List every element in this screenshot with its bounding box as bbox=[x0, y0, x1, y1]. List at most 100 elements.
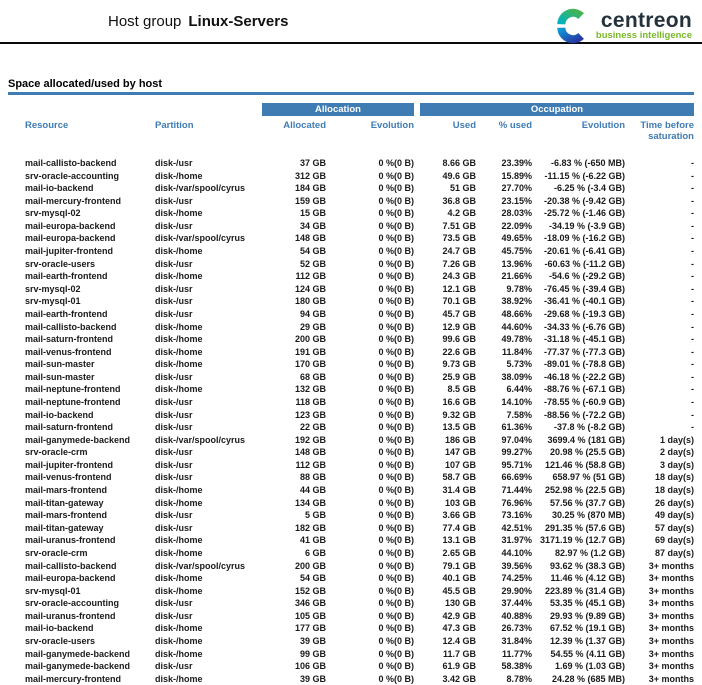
cell-used-pct: 74.25% bbox=[501, 573, 532, 584]
table-row: srv-mysql-02 disk-/home 15 GB 0 %(0 B) 4.2 G… bbox=[8, 207, 694, 220]
cell-resource: mail-uranus-frontend bbox=[25, 535, 116, 546]
cell-used-evolution: 252.98 % (22.5 GB) bbox=[544, 485, 625, 496]
cell-allocated: 54 GB bbox=[299, 246, 326, 257]
cell-allocated: 52 GB bbox=[299, 258, 326, 269]
cell-allocated: 39 GB bbox=[299, 673, 326, 684]
cell-used-pct: 39.56% bbox=[501, 560, 532, 571]
cell-used-evolution: 30.25 % (870 MB) bbox=[551, 510, 625, 521]
cell-used-evolution: -20.61 % (-6.41 GB) bbox=[543, 246, 625, 257]
cell-allocated-evolution: 0 %(0 B) bbox=[378, 547, 414, 558]
table-row: mail-jupiter-frontend disk-/usr 112 GB 0 %(… bbox=[8, 459, 694, 472]
cell-allocated-evolution: 0 %(0 B) bbox=[378, 623, 414, 634]
cell-resource: mail-titan-gateway bbox=[25, 522, 104, 533]
cell-allocated-evolution: 0 %(0 B) bbox=[378, 434, 414, 445]
cell-used: 24.3 GB bbox=[442, 271, 476, 282]
cell-used: 3.42 GB bbox=[442, 673, 476, 684]
cell-allocated-evolution: 0 %(0 B) bbox=[378, 183, 414, 194]
page-title-prefix: Host group bbox=[108, 13, 182, 30]
cell-used: 31.4 GB bbox=[442, 485, 476, 496]
cell-partition: disk-/usr bbox=[155, 510, 193, 521]
cell-allocated: 68 GB bbox=[299, 371, 326, 382]
cell-used: 2.65 GB bbox=[442, 547, 476, 558]
cell-used-evolution: -34.19 % (-3.9 GB) bbox=[548, 220, 625, 231]
cell-used-evolution: -88.76 % (-67.1 GB) bbox=[543, 384, 625, 395]
table-row: srv-oracle-crm disk-/home 6 GB 0 %(0 B) 2.65… bbox=[8, 547, 694, 560]
cell-used-evolution: -34.33 % (-6.76 GB) bbox=[543, 321, 625, 332]
cell-time-before-saturation: 3+ months bbox=[648, 648, 694, 659]
table-row: srv-mysql-02 disk-/usr 124 GB 0 %(0 B) 12.1 … bbox=[8, 283, 694, 296]
space-table: Allocation Occupation Resource Partition… bbox=[8, 103, 694, 685]
page-title-hostgroup: Linux-Servers bbox=[188, 13, 289, 30]
table-rows: mail-callisto-backend disk-/usr 37 GB 0 %(0… bbox=[8, 157, 694, 685]
cell-resource: mail-mars-frontend bbox=[25, 510, 108, 521]
cell-allocated-evolution: 0 %(0 B) bbox=[378, 409, 414, 420]
cell-time-before-saturation: 26 day(s) bbox=[654, 497, 694, 508]
column-header-partition: Partition bbox=[155, 120, 194, 131]
table-row: mail-io-backend disk-/var/spool/cyrus 184 … bbox=[8, 182, 694, 195]
cell-partition: disk-/home bbox=[155, 246, 203, 257]
cell-allocated: 177 GB bbox=[294, 623, 326, 634]
column-header-allocated: Allocated bbox=[283, 120, 326, 131]
cell-used-pct: 40.88% bbox=[501, 610, 532, 621]
cell-used-pct: 6.44% bbox=[506, 384, 532, 395]
report-header: Host group Linux-Servers centreon busines… bbox=[0, 0, 702, 44]
cell-used-evolution: -88.56 % (-72.2 GB) bbox=[543, 409, 625, 420]
cell-allocated-evolution: 0 %(0 B) bbox=[378, 522, 414, 533]
cell-resource: mail-mercury-frontend bbox=[25, 673, 122, 684]
cell-allocated: 112 GB bbox=[295, 271, 326, 282]
cell-used-pct: 22.09% bbox=[501, 220, 532, 231]
cell-allocated-evolution: 0 %(0 B) bbox=[378, 233, 414, 244]
cell-allocated-evolution: 0 %(0 B) bbox=[378, 208, 414, 219]
cell-used-pct: 58.38% bbox=[501, 661, 532, 672]
table-row: mail-ganymede-backend disk-/usr 106 GB 0 %(… bbox=[8, 660, 694, 673]
cell-resource: mail-europa-backend bbox=[25, 233, 116, 244]
table-row: mail-sun-master disk-/home 170 GB 0 %(0 B) 9… bbox=[8, 358, 694, 371]
cell-used: 73.5 GB bbox=[442, 233, 476, 244]
cell-allocated: 44 GB bbox=[299, 485, 326, 496]
cell-time-before-saturation: 3+ months bbox=[648, 560, 694, 571]
cell-used-evolution: -6.83 % (-650 MB) bbox=[550, 158, 625, 168]
cell-partition: disk-/usr bbox=[155, 283, 193, 294]
cell-partition: disk-/home bbox=[155, 497, 203, 508]
cell-used-pct: 15.89% bbox=[501, 170, 532, 181]
cell-allocated: 184 GB bbox=[294, 183, 326, 194]
cell-allocated: 148 GB bbox=[294, 447, 326, 458]
cell-used: 47.3 GB bbox=[442, 623, 476, 634]
cell-used: 9.73 GB bbox=[442, 359, 476, 370]
cell-used-pct: 66.69% bbox=[501, 472, 532, 483]
cell-used: 36.8 GB bbox=[442, 195, 476, 206]
cell-time-before-saturation: 3+ months bbox=[648, 623, 694, 634]
cell-resource: mail-earth-frontend bbox=[25, 308, 108, 319]
cell-used-pct: 38.09% bbox=[501, 371, 532, 382]
cell-allocated-evolution: 0 %(0 B) bbox=[378, 258, 414, 269]
cell-partition: disk-/usr bbox=[155, 422, 193, 433]
centreon-c-icon bbox=[557, 8, 584, 44]
cell-allocated-evolution: 0 %(0 B) bbox=[378, 296, 414, 307]
cell-partition: disk-/home bbox=[155, 334, 203, 345]
cell-used-pct: 31.84% bbox=[501, 635, 532, 646]
cell-used: 8.5 GB bbox=[447, 384, 476, 395]
cell-time-before-saturation: - bbox=[691, 409, 694, 420]
cell-used-pct: 5.73% bbox=[506, 359, 532, 370]
cell-used: 12.4 GB bbox=[442, 635, 476, 646]
cell-used-pct: 21.66% bbox=[501, 271, 532, 282]
cell-allocated: 41 GB bbox=[299, 535, 326, 546]
table-row: mail-callisto-backend disk-/usr 37 GB 0 %(0… bbox=[8, 157, 694, 170]
cell-partition: disk-/home bbox=[155, 170, 203, 181]
cell-used-pct: 44.60% bbox=[501, 321, 532, 332]
cell-used: 107 GB bbox=[444, 459, 476, 470]
group-header-allocation: Allocation bbox=[262, 103, 414, 116]
cell-used-pct: 29.90% bbox=[501, 585, 532, 596]
cell-resource: mail-europa-backend bbox=[25, 220, 116, 231]
cell-partition: disk-/home bbox=[155, 359, 203, 370]
cell-allocated-evolution: 0 %(0 B) bbox=[378, 610, 414, 621]
cell-allocated-evolution: 0 %(0 B) bbox=[378, 334, 414, 345]
cell-used-pct: 99.27% bbox=[501, 447, 532, 458]
cell-allocated: 191 GB bbox=[294, 346, 326, 357]
cell-time-before-saturation: - bbox=[691, 359, 694, 370]
cell-partition: disk-/usr bbox=[155, 220, 193, 231]
cell-allocated: 152 GB bbox=[294, 585, 326, 596]
cell-used-evolution: 3699.4 % (181 GB) bbox=[547, 434, 625, 445]
cell-used: 186 GB bbox=[444, 434, 476, 445]
cell-partition: disk-/usr bbox=[155, 598, 193, 609]
